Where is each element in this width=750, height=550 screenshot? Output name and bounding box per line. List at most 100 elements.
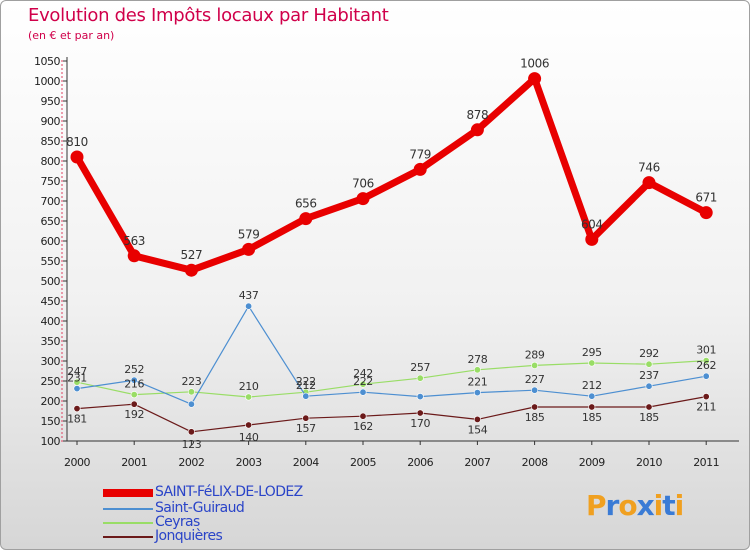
data-point [699,206,713,220]
data-label: 216 [124,378,144,391]
y-tick-label: 1000 [34,75,60,88]
data-label: 185 [525,411,545,424]
logo-letter: i [653,489,664,522]
data-point [187,400,195,408]
data-label: 247 [67,365,87,378]
data-point [359,412,367,420]
data-label: 262 [696,359,716,372]
x-tick-label: 2008 [522,456,548,469]
data-point [473,415,481,423]
y-tick-label: 300 [41,355,61,368]
data-point [70,150,84,164]
data-point [588,359,596,367]
y-tick-label: 400 [41,315,61,328]
data-label: 706 [352,177,374,191]
data-point [130,376,138,384]
legend-label: Saint-Guiraud [155,500,245,516]
y-tick-label: 200 [41,395,61,408]
data-label: 162 [353,420,373,433]
series-saint-f-lix-de-lodez [70,72,713,277]
data-label: 212 [582,379,602,392]
y-tick-label: 250 [41,375,61,388]
data-label: 437 [239,289,259,302]
data-label: 301 [696,344,716,357]
x-tick-label: 2007 [464,456,490,469]
data-label: 242 [353,367,373,380]
legend-swatch [103,489,153,497]
series-ceyras [73,357,710,401]
data-label: 779 [409,147,431,161]
data-point [130,391,138,399]
data-label: 210 [239,380,259,393]
data-label: 227 [525,373,545,386]
data-label: 212 [296,379,316,392]
data-point [187,428,195,436]
logo-letter: o [618,489,637,522]
data-point [242,242,256,256]
data-label: 140 [239,431,259,444]
data-label: 231 [67,372,87,385]
series-line [76,396,707,433]
x-tick-label: 2000 [64,456,90,469]
y-tick-label: 450 [41,295,61,308]
y-tick-label: 1050 [34,55,60,68]
data-point [645,382,653,390]
data-point [473,389,481,397]
data-point [645,403,653,411]
data-label: 746 [638,161,660,175]
series-line [73,75,708,274]
data-point [359,380,367,388]
y-tick-label: 850 [41,135,61,148]
data-label: 154 [468,423,488,436]
data-label: 295 [582,346,602,359]
data-point [416,409,424,417]
data-label: 185 [639,411,659,424]
data-label: 878 [467,108,489,122]
logo-letter: P [586,489,607,522]
series-line [76,305,707,405]
data-label: 1006 [520,57,549,71]
data-point [531,361,539,369]
series-jonqui-res [73,393,710,436]
y-tick-label: 750 [41,175,61,188]
logo-letter: r [605,489,620,522]
legend-swatch [103,508,153,510]
data-label: 527 [181,248,203,262]
logo-letter: t [662,489,675,522]
data-label: 579 [238,227,260,241]
x-tick-label: 2011 [693,456,719,469]
data-point [473,366,481,374]
data-label: 223 [182,375,202,388]
data-label: 292 [639,347,659,360]
y-tick-label: 600 [41,235,61,248]
data-point [73,405,81,413]
x-tick-label: 2006 [407,456,433,469]
data-label: 192 [124,408,144,421]
y-tick-label: 700 [41,195,61,208]
data-label: 289 [525,348,545,361]
y-tick-label: 100 [41,435,61,448]
x-tick-label: 2002 [178,456,204,469]
x-tick-label: 2005 [350,456,376,469]
y-tick-label: 550 [41,255,61,268]
data-point [127,249,141,263]
data-point [416,374,424,382]
data-point [356,192,370,206]
data-point [413,162,427,176]
legend-swatch [103,522,153,524]
data-point [585,232,599,246]
x-tick-label: 2003 [236,456,262,469]
data-point [702,372,710,380]
proxiti-logo: Proxiti [586,489,684,522]
x-tick-label: 2009 [579,456,605,469]
data-label: 656 [295,197,317,211]
y-tick-label: 150 [41,415,61,428]
data-point [531,403,539,411]
data-label: 810 [66,135,88,149]
data-label: 252 [124,363,144,376]
data-label: 222 [353,375,373,388]
data-label: 671 [695,191,717,205]
data-point [245,302,253,310]
